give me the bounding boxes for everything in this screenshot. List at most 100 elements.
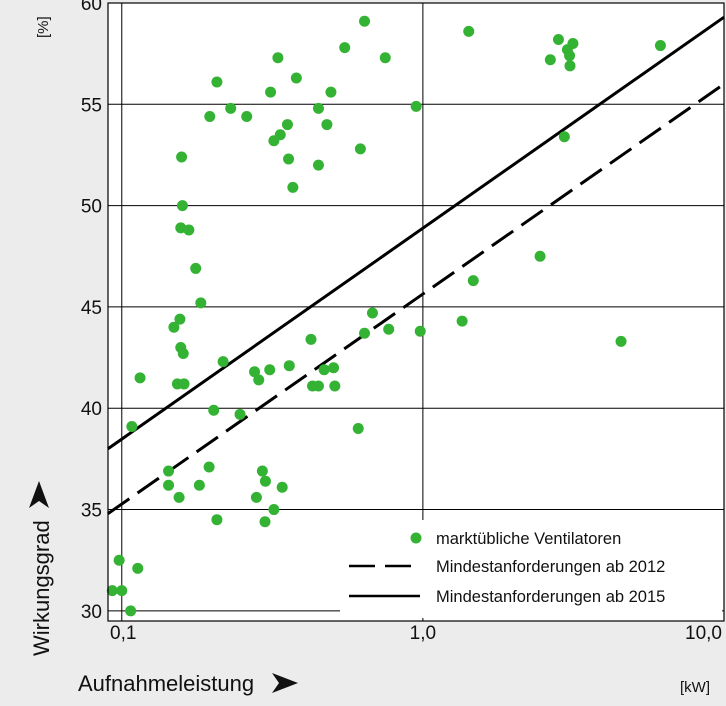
y-axis-arrow-icon bbox=[29, 481, 49, 508]
data-point bbox=[359, 15, 371, 27]
data-point bbox=[241, 110, 253, 122]
data-point bbox=[177, 348, 189, 360]
legend-marker-points bbox=[410, 532, 422, 544]
y-tick-label: 30 bbox=[81, 602, 102, 623]
data-point bbox=[318, 364, 330, 376]
data-point bbox=[265, 86, 277, 98]
data-point bbox=[281, 119, 293, 131]
data-point bbox=[615, 335, 627, 347]
reference-lines bbox=[107, 15, 725, 515]
data-point bbox=[249, 366, 261, 378]
data-point bbox=[410, 100, 422, 112]
data-point bbox=[225, 102, 237, 114]
y-axis-title: Wirkungsgrad bbox=[29, 520, 54, 656]
data-point bbox=[414, 325, 426, 337]
y-tick-label: 45 bbox=[81, 298, 102, 319]
data-point bbox=[193, 479, 205, 491]
data-point bbox=[456, 315, 468, 327]
data-point bbox=[567, 38, 579, 50]
data-point bbox=[176, 151, 188, 163]
x-axis-arrow-icon bbox=[272, 673, 298, 693]
data-point bbox=[290, 72, 302, 84]
data-point bbox=[259, 475, 271, 487]
data-point bbox=[564, 50, 576, 62]
legend-background bbox=[340, 520, 722, 618]
data-point bbox=[312, 159, 324, 171]
y-unit-label: [%] bbox=[35, 16, 52, 38]
data-point bbox=[312, 102, 324, 114]
data-point bbox=[272, 52, 284, 64]
x-tick-label: 0,1 bbox=[110, 623, 136, 644]
data-point bbox=[178, 378, 190, 390]
data-point bbox=[276, 481, 288, 493]
data-point bbox=[168, 321, 180, 333]
data-point bbox=[287, 181, 299, 193]
data-point bbox=[305, 333, 317, 345]
data-point bbox=[116, 585, 128, 597]
data-point bbox=[183, 224, 195, 236]
data-point bbox=[173, 491, 185, 503]
data-point bbox=[125, 605, 137, 617]
data-point bbox=[312, 380, 324, 392]
data-point bbox=[534, 250, 546, 262]
data-point bbox=[558, 131, 570, 143]
data-point bbox=[203, 461, 215, 473]
data-point bbox=[325, 86, 337, 98]
data-point bbox=[329, 380, 341, 392]
legend-label-2012: Mindestanforderungen ab 2012 bbox=[436, 558, 665, 576]
line-2012-dashed bbox=[107, 82, 725, 515]
data-point bbox=[259, 516, 271, 528]
x-unit-label: [kW] bbox=[680, 679, 710, 696]
data-point bbox=[264, 364, 276, 376]
data-point bbox=[544, 54, 556, 66]
data-point bbox=[217, 356, 229, 368]
y-tick-label: 40 bbox=[81, 399, 102, 420]
y-tick-label: 50 bbox=[81, 197, 102, 218]
data-point bbox=[134, 372, 146, 384]
data-point bbox=[283, 153, 295, 165]
data-point bbox=[211, 76, 223, 88]
data-point bbox=[106, 585, 118, 597]
data-point bbox=[463, 25, 475, 37]
legend-label-2015: Mindestanforderungen ab 2015 bbox=[436, 588, 665, 606]
data-points bbox=[106, 15, 666, 617]
data-point bbox=[654, 40, 666, 52]
data-point bbox=[564, 60, 576, 72]
data-point bbox=[339, 42, 351, 54]
y-tick-label: 60 bbox=[81, 0, 102, 15]
data-point bbox=[379, 52, 391, 64]
data-point bbox=[132, 562, 144, 574]
data-point bbox=[352, 423, 364, 435]
y-tick-label: 55 bbox=[81, 95, 102, 116]
x-tick-labels: 0,1 1,0 10,0 bbox=[110, 623, 722, 644]
data-point bbox=[163, 479, 175, 491]
data-point bbox=[204, 110, 216, 122]
data-point bbox=[211, 514, 223, 526]
data-point bbox=[354, 143, 366, 155]
data-point bbox=[174, 313, 186, 325]
data-point bbox=[383, 323, 395, 335]
y-tick-labels: 30 35 40 45 50 55 60 bbox=[81, 0, 102, 623]
data-point bbox=[321, 119, 333, 131]
data-point bbox=[268, 504, 280, 516]
data-point bbox=[126, 420, 138, 432]
data-point bbox=[467, 275, 479, 287]
data-point bbox=[208, 404, 220, 416]
y-tick-label: 35 bbox=[81, 501, 102, 522]
data-point bbox=[113, 554, 125, 566]
data-point bbox=[328, 362, 340, 374]
data-point bbox=[283, 360, 295, 372]
data-point bbox=[234, 408, 246, 420]
data-point bbox=[250, 491, 262, 503]
data-point bbox=[359, 327, 371, 339]
x-tick-label: 1,0 bbox=[410, 623, 436, 644]
x-tick-label: 10,0 bbox=[685, 623, 722, 644]
data-point bbox=[190, 262, 202, 274]
data-point bbox=[274, 129, 286, 141]
data-point bbox=[163, 465, 175, 477]
data-point bbox=[176, 200, 188, 212]
legend-label-points: marktübliche Ventilatoren bbox=[436, 530, 621, 548]
data-point bbox=[253, 374, 265, 386]
data-point bbox=[256, 465, 268, 477]
